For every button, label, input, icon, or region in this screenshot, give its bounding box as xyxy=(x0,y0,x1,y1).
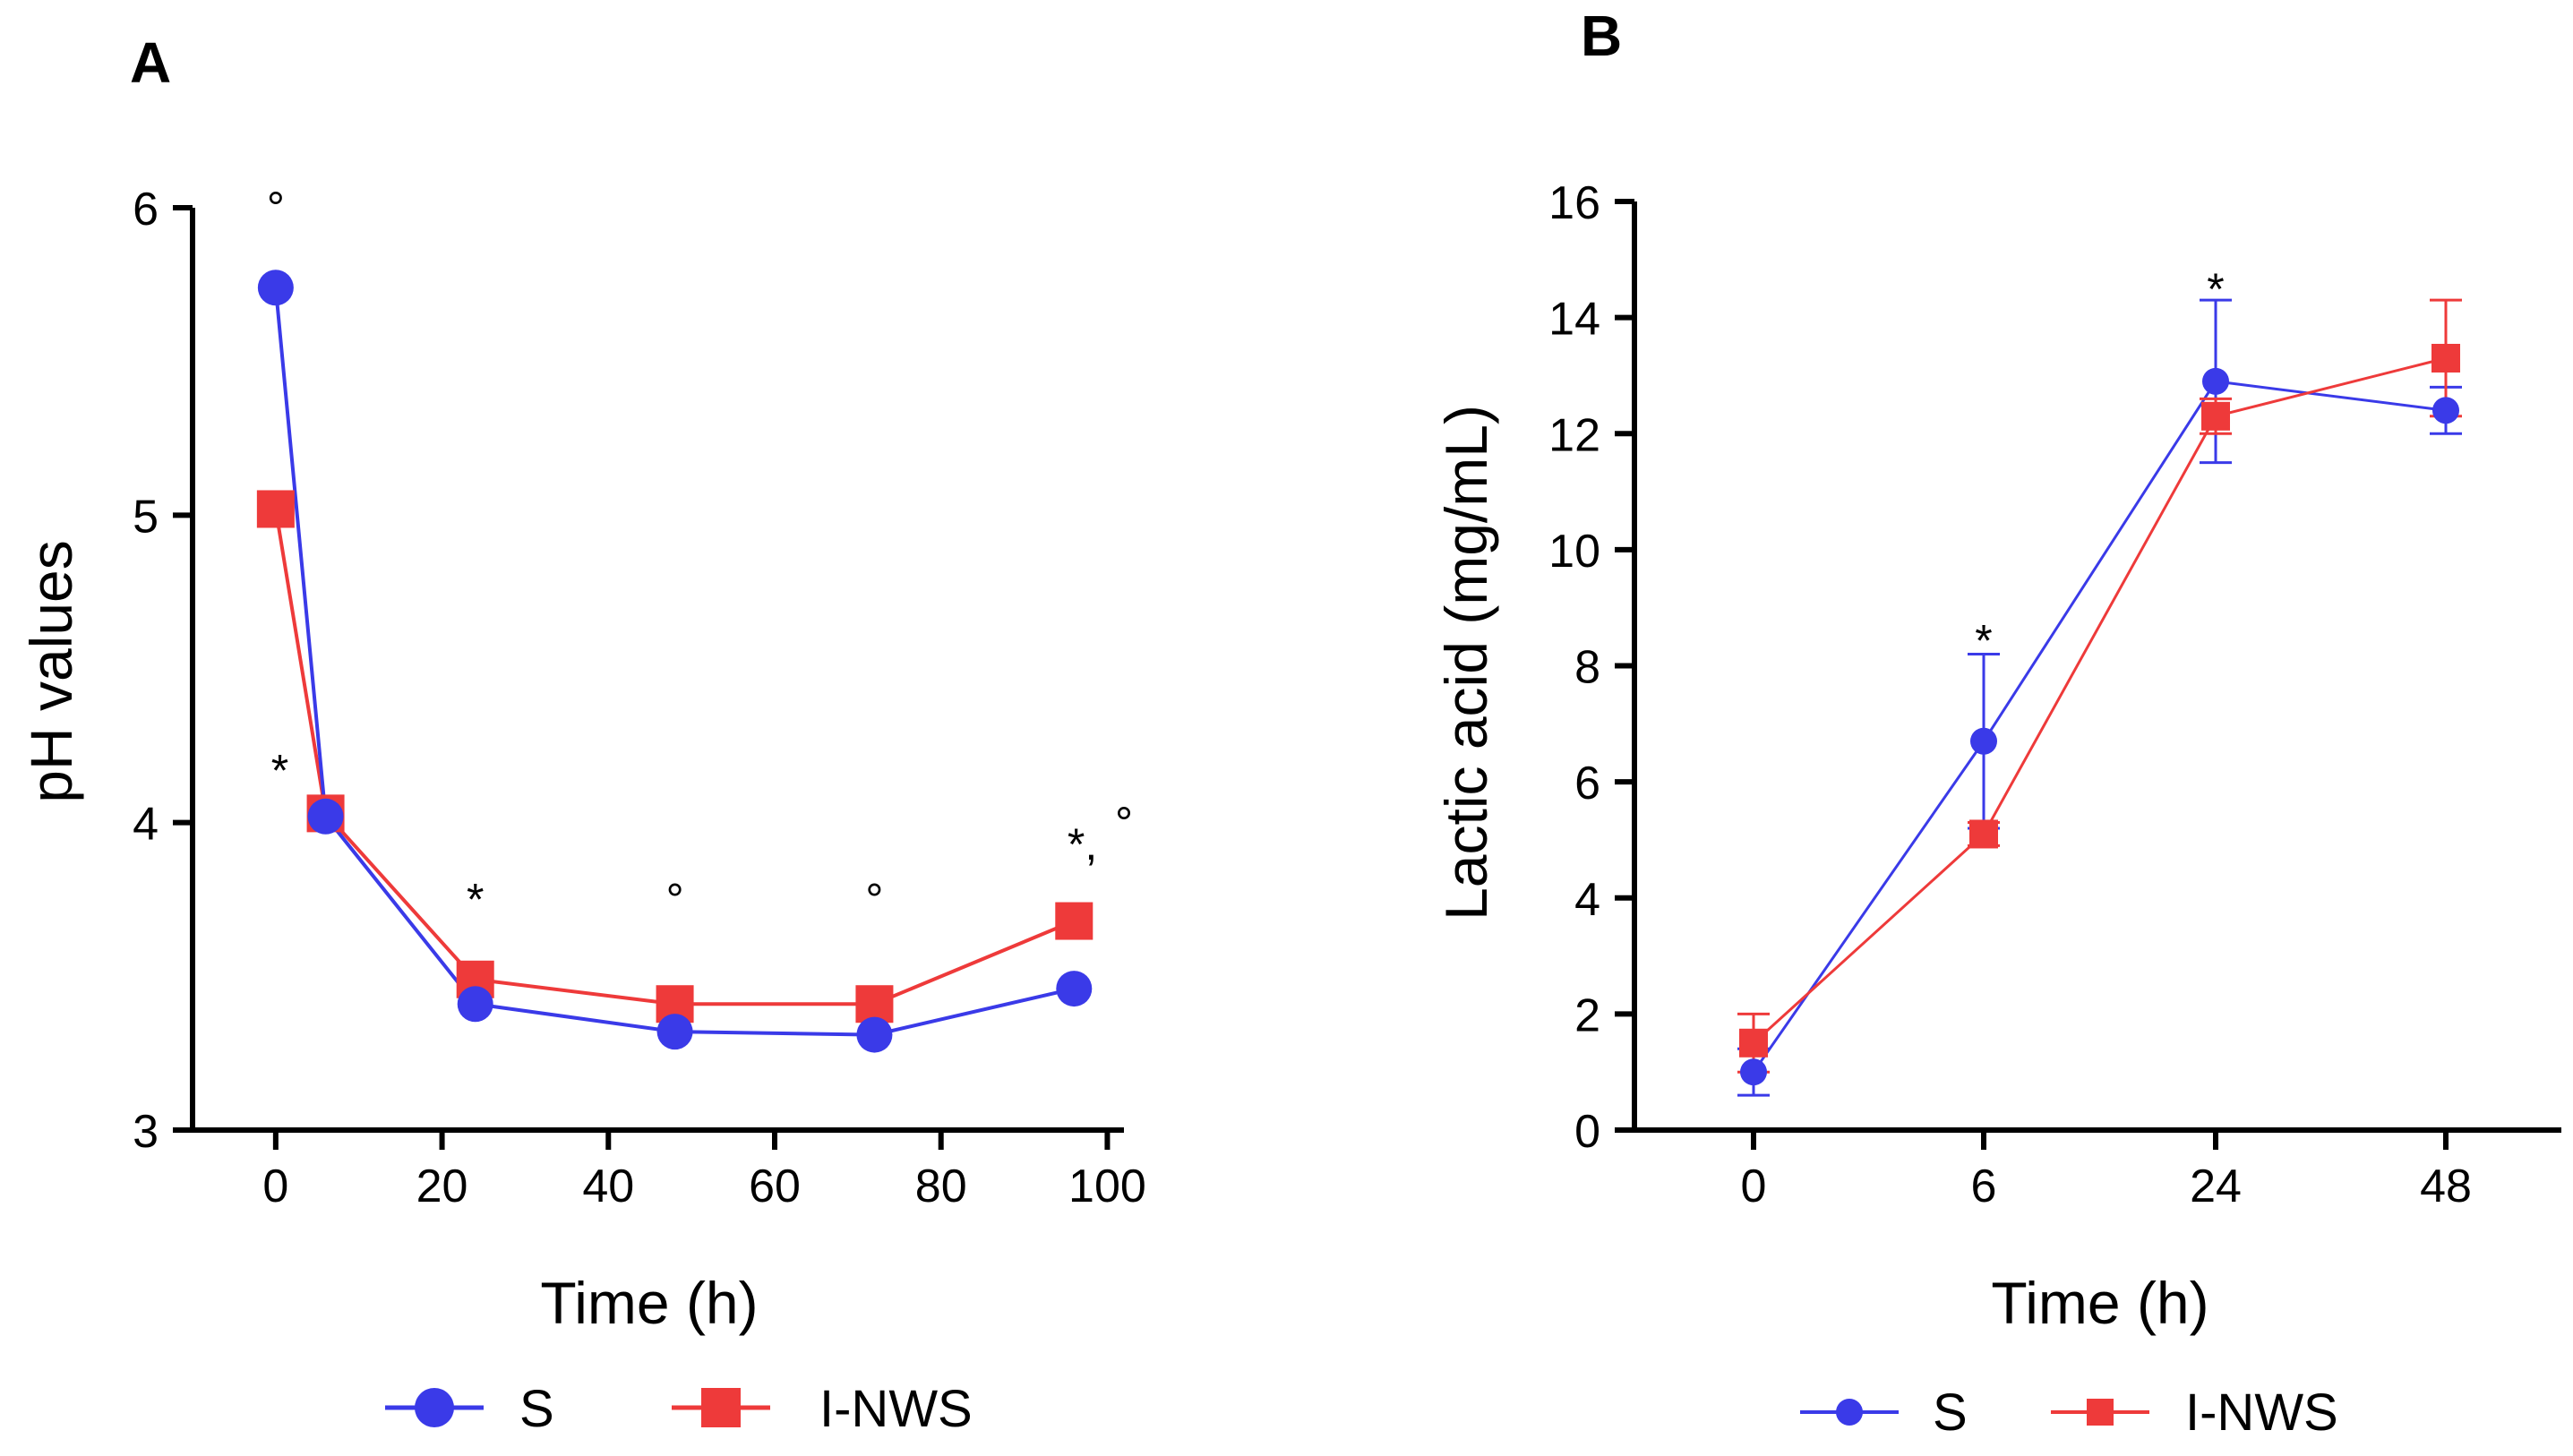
panel-b-ytick-label: 2 xyxy=(1574,989,1600,1041)
panel-b-significance-mark: * xyxy=(2207,264,2224,314)
panel-b-xlabel: Time (h) xyxy=(1991,1270,2208,1336)
panel-a-point-i-nws xyxy=(1055,902,1094,940)
legend-a-s-marker xyxy=(415,1388,454,1427)
panel-b-xtick-label: 48 xyxy=(2420,1161,2472,1212)
panel-b-ytick-label: 8 xyxy=(1574,642,1600,694)
panel-a-series-line-i-nws xyxy=(273,509,1076,1006)
panel-a-significance-mark: *, xyxy=(1068,819,1097,869)
panel-b-ytick-label: 14 xyxy=(1548,294,1600,346)
panel-b-point-s xyxy=(2432,397,2459,424)
panel-b-legend: S I-NWS xyxy=(1800,1383,2338,1442)
panel-b-axes xyxy=(1632,201,2561,1133)
legend-b-inws-marker xyxy=(2087,1399,2114,1426)
panel-b-series-line-i-nws xyxy=(1752,356,2447,1044)
panel-b-xtick-label: 6 xyxy=(1971,1161,1997,1212)
panel-b-point-i-nws xyxy=(2431,343,2460,373)
panel-a-significance-mark: * xyxy=(467,875,484,925)
panel-b-ytick-label: 0 xyxy=(1574,1106,1600,1158)
legend-b-s-label: S xyxy=(1933,1383,1968,1442)
panel-b-point-i-nws xyxy=(1739,1028,1768,1058)
panel-a-point-s xyxy=(656,1014,693,1050)
legend-b-inws-label: I-NWS xyxy=(2185,1383,2338,1442)
panel-a-point-s xyxy=(457,986,493,1023)
panel-b-ytick-label: 12 xyxy=(1548,409,1600,461)
panel-a-ylabel: pH values xyxy=(18,540,84,803)
panel-a-series-line-s xyxy=(273,287,1075,1037)
panel-a-ytick-label: 3 xyxy=(133,1106,159,1158)
legend-a-inws-label: I-NWS xyxy=(819,1380,973,1438)
legend-b-s-marker xyxy=(1836,1399,1863,1426)
panel-a-legend: S I-NWS xyxy=(385,1380,973,1438)
panel-a-significance-mark: ° xyxy=(267,183,285,233)
panel-b-xtick-label: 24 xyxy=(2190,1161,2242,1212)
panel-a-ytick-label: 6 xyxy=(133,184,159,236)
panel-a-significance-mark: ° xyxy=(1115,798,1133,848)
panel-a-xtick-label: 20 xyxy=(416,1161,468,1212)
panel-a-letter: A xyxy=(130,30,171,95)
panel-a-point-s xyxy=(1056,971,1093,1007)
panel-b-ytick-label: 4 xyxy=(1574,874,1600,926)
panel-a-point-s xyxy=(257,270,294,306)
panel-b-ytick-label: 10 xyxy=(1548,526,1600,578)
panel-b-letter: B xyxy=(1581,4,1622,68)
panel-a-significance-mark: ° xyxy=(865,875,883,925)
panel-b-ytick-label: 16 xyxy=(1548,177,1600,229)
panel-b-point-s xyxy=(1740,1058,1767,1086)
panel-b-series-line-s xyxy=(1752,380,2447,1074)
panel-a-significance-mark: * xyxy=(271,745,288,795)
legend-a-s-label: S xyxy=(519,1380,554,1438)
legend-a-inws-marker xyxy=(701,1388,741,1427)
panel-b-point-s xyxy=(2202,367,2229,395)
panel-b: B Lactic acid (mg/mL) Time (h) 024681012… xyxy=(1433,4,2561,1442)
panel-a-xtick-label: 60 xyxy=(749,1161,801,1212)
panel-a-ytick-label: 5 xyxy=(133,491,159,543)
panel-b-point-i-nws xyxy=(1969,819,1998,849)
panel-a-xtick-label: 80 xyxy=(915,1161,967,1212)
panel-b-point-i-nws xyxy=(2201,401,2230,431)
panel-a-xtick-label: 0 xyxy=(262,1161,288,1212)
panel-a-point-s xyxy=(856,1016,893,1053)
panel-b-ylabel: Lactic acid (mg/mL) xyxy=(1433,405,1499,921)
panel-b-point-s xyxy=(1970,727,1997,755)
panel-a-point-i-nws xyxy=(855,985,894,1023)
panel-b-xtick-label: 0 xyxy=(1741,1161,1767,1212)
panel-a-xtick-label: 100 xyxy=(1068,1161,1146,1212)
panel-a-ytick-label: 4 xyxy=(133,799,159,851)
panel-a-point-i-nws xyxy=(256,490,295,528)
panel-a-xtick-label: 40 xyxy=(582,1161,634,1212)
panel-a-xlabel: Time (h) xyxy=(540,1270,758,1336)
panel-b-ytick-label: 6 xyxy=(1574,758,1600,809)
panel-a-point-s xyxy=(307,798,344,835)
panel-b-significance-mark: * xyxy=(1975,615,1992,665)
panel-a-significance-mark: ° xyxy=(666,875,684,925)
